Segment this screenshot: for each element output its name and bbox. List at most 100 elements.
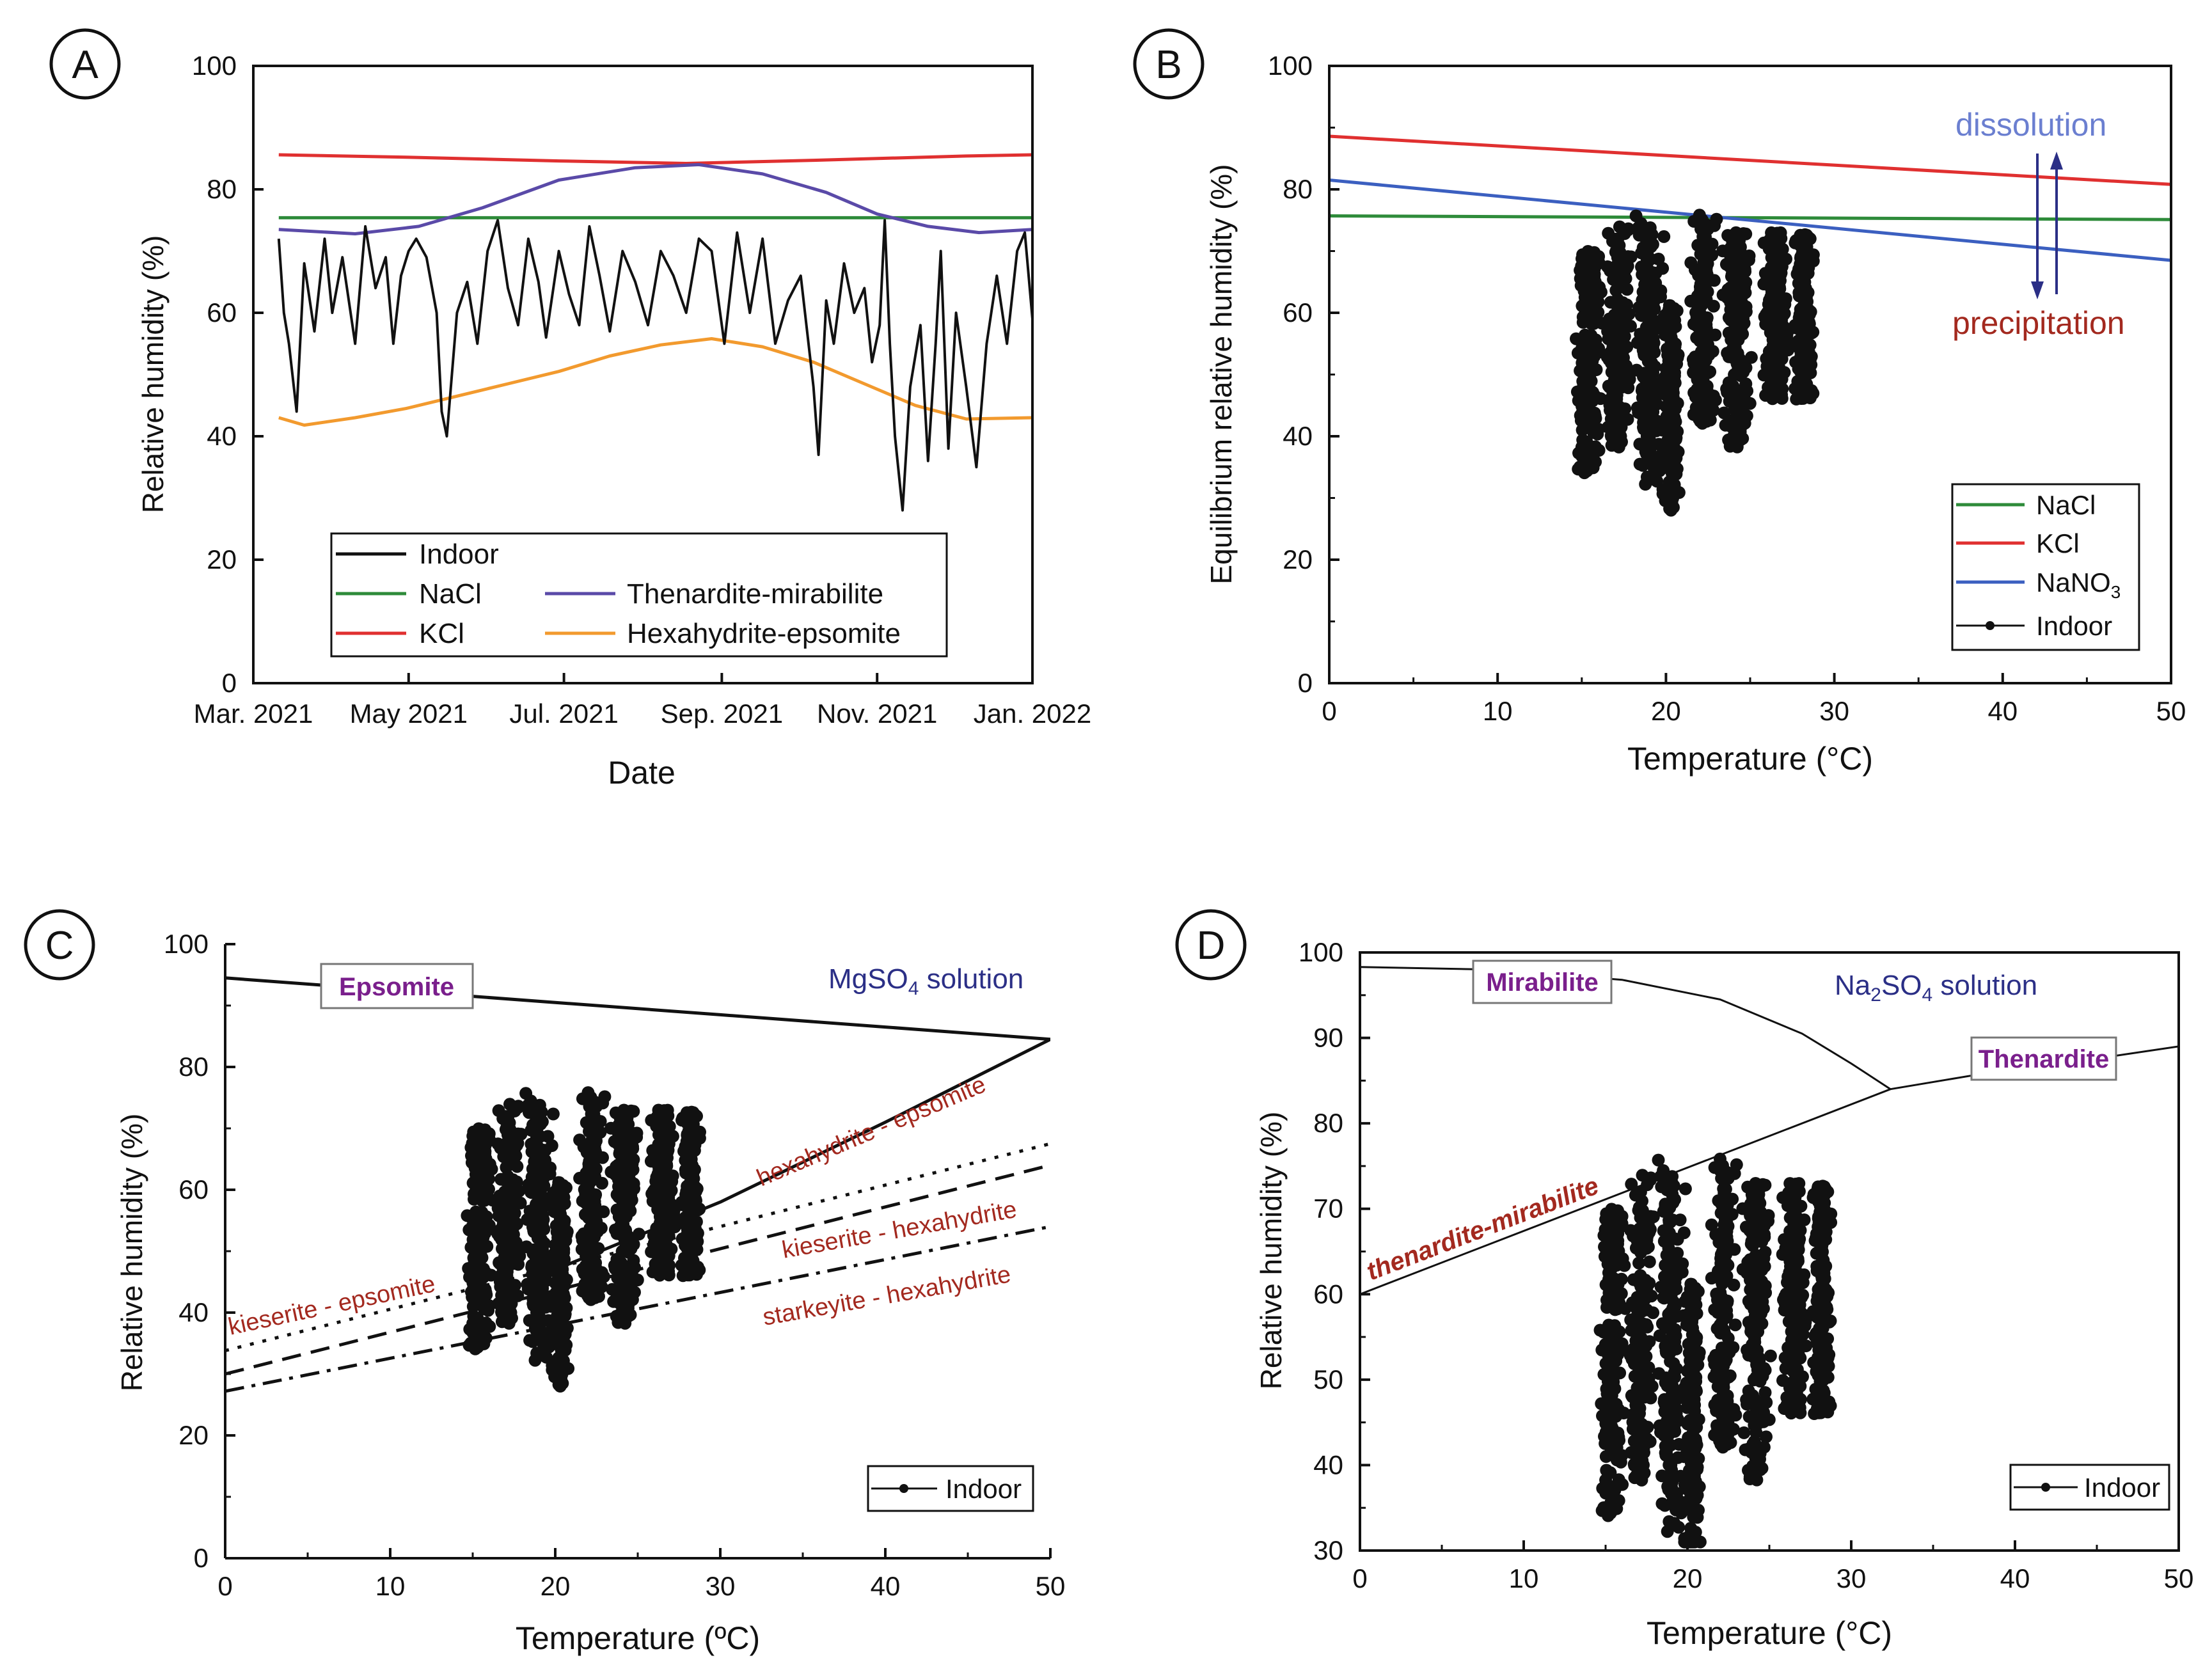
b-annotation-dissolution: dissolution <box>1955 107 2106 143</box>
c-x-tick-label: 30 <box>706 1571 736 1601</box>
panel-label-circle-c <box>24 909 95 981</box>
c-series-indoor <box>461 1086 706 1393</box>
d-region-mirabilite-box <box>1472 959 1613 1004</box>
d-legend-dot-indoor <box>2041 1483 2050 1492</box>
b-legend-indoor: Indoor <box>2036 611 2112 641</box>
a-y-tick-label: 0 <box>222 668 237 698</box>
c-y-tick-label: 100 <box>164 929 209 959</box>
d-y-tick-label: 100 <box>1299 937 1343 967</box>
c-x-tick-label: 0 <box>217 1571 232 1601</box>
b-series <box>1329 134 2171 517</box>
panel-d: D 0 10 20 30 40 50 30 40 50 60 70 80 90 100 Temperatu… <box>1175 909 2193 1651</box>
b-legend-dot-indoor <box>1986 621 1995 630</box>
c-y-tick-label: 60 <box>178 1174 209 1204</box>
b-series-indoor <box>1570 209 1820 517</box>
a-series-indoor <box>277 219 1032 512</box>
d-axis-ticks: 0 10 20 30 40 50 30 40 50 60 70 80 90 100 <box>1299 937 2193 1593</box>
a-series <box>277 153 1032 512</box>
d-region-thenardite-box <box>1970 1036 2117 1081</box>
a-y-axis-label: Relative humidity (%) <box>136 235 170 514</box>
b-legend-kcl: KCl <box>2036 528 2080 558</box>
c-y-axis-label: Relative humidity (%) <box>115 1114 148 1392</box>
d-y-tick-label: 60 <box>1313 1279 1343 1309</box>
a-x-tick-label: Jul. 2021 <box>509 699 618 729</box>
c-y-tick-label: 0 <box>194 1543 209 1573</box>
b-x-tick-label: 40 <box>1987 696 2018 726</box>
panel-label-a: A <box>72 43 99 87</box>
c-y-tick-label: 20 <box>178 1420 209 1450</box>
b-plot-frame <box>1328 65 2172 684</box>
panel-label-b: B <box>1155 43 1181 87</box>
b-legend: NaCl KCl NaNO3 Indoor <box>1951 483 2140 651</box>
b-x-axis-label: Temperature (°C) <box>1627 741 1873 777</box>
a-x-tick-label: Nov. 2021 <box>817 699 937 729</box>
d-region-mirabilite: Mirabilite <box>1486 968 1599 997</box>
c-x-axis-label: Temperature (ºC) <box>516 1620 760 1656</box>
a-x-tick-label: Sep. 2021 <box>661 699 784 729</box>
b-x-tick-label: 30 <box>1819 696 1849 726</box>
b-y-tick-label: 20 <box>1283 544 1313 574</box>
d-y-tick-label: 70 <box>1313 1194 1343 1224</box>
d-y-tick-label: 50 <box>1313 1364 1343 1394</box>
c-curve-label-hexa-epsomite: hexahydrite - epsomite <box>753 1071 990 1192</box>
panel-label-circle-a <box>49 28 121 100</box>
d-region-solution: Na2SO4 solution <box>1835 970 2037 1006</box>
a-series-thenardite-mirabilite <box>278 162 1032 235</box>
d-x-tick-label: 40 <box>2000 1563 2030 1593</box>
a-legend: Indoor NaCl KCl Thenardite-mirabilite He… <box>330 532 948 658</box>
d-series-indoor <box>1593 1152 1838 1549</box>
b-arrows <box>2031 152 2063 299</box>
b-x-tick-label: 10 <box>1483 696 1513 726</box>
b-x-tick-label: 20 <box>1651 696 1681 726</box>
c-y-tick-label: 80 <box>178 1052 209 1082</box>
b-annotation-precipitation: precipitation <box>1952 305 2125 341</box>
d-y-axis-label: Relative humidity (%) <box>1254 1112 1288 1390</box>
panel-c: C 0 10 20 30 40 50 0 20 40 60 80 100 Temperature (º… <box>24 909 1065 1656</box>
c-region-solution: MgSO4 solution <box>828 963 1023 999</box>
c-region-epsomite-box <box>320 963 474 1009</box>
b-y-tick-label: 100 <box>1268 51 1313 81</box>
b-x-tick-label: 50 <box>2156 696 2186 726</box>
a-y-tick-label: 100 <box>192 51 237 81</box>
c-x-tick-label: 50 <box>1036 1571 1066 1601</box>
panel-label-d: D <box>1197 924 1226 968</box>
panel-label-c: C <box>45 924 74 968</box>
a-legend-nacl: NaCl <box>419 578 482 610</box>
b-legend-box <box>1951 483 2140 651</box>
c-series-starkeyite-hexahydrite <box>225 1225 1050 1393</box>
a-legend-then: Thenardite-mirabilite <box>627 578 883 610</box>
c-curve-label-kies-epsomite: kieserite - epsomite <box>226 1270 438 1341</box>
a-legend-hexa: Hexahydrite-epsomite <box>627 618 901 649</box>
b-axis-ticks: 0 10 20 30 40 50 0 20 40 60 80 100 <box>1268 51 2186 726</box>
c-curve-label-kies-hexa: kieserite - hexahydrite <box>780 1196 1018 1264</box>
a-axis-ticks: Mar. 2021 May 2021 Jul. 2021 Sep. 2021 Nov. … <box>192 51 1091 729</box>
d-x-tick-label: 0 <box>1352 1563 1367 1593</box>
d-x-tick-label: 20 <box>1673 1563 1703 1593</box>
panel-label-circle-d <box>1175 909 1247 981</box>
a-y-tick-label: 40 <box>207 421 237 451</box>
b-series-nano3 <box>1329 178 2171 262</box>
d-y-tick-label: 80 <box>1313 1108 1343 1138</box>
c-axis-ticks: 0 10 20 30 40 50 0 20 40 60 80 100 <box>164 929 1065 1601</box>
d-region-thenardite: Thenardite <box>1979 1045 2109 1073</box>
b-arrow-up-head <box>2050 152 2063 170</box>
d-x-tick-label: 50 <box>2164 1563 2194 1593</box>
c-y-tick-label: 40 <box>178 1297 209 1327</box>
c-x-tick-label: 40 <box>871 1571 901 1601</box>
panel-a: A Mar. 2021 May 2021 Jul. 2021 Sep. 2021 Nov… <box>49 28 1091 791</box>
c-series <box>225 976 1050 1393</box>
a-legend-kcl: KCl <box>419 618 464 649</box>
a-y-tick-label: 60 <box>207 297 237 328</box>
b-y-tick-label: 60 <box>1283 297 1313 328</box>
d-curve-label-then-mir: thenardite-mirabilite <box>1363 1172 1602 1286</box>
a-x-tick-label: Mar. 2021 <box>194 699 313 729</box>
a-x-axis-label: Date <box>608 755 675 791</box>
a-x-tick-label: May 2021 <box>350 699 468 729</box>
b-legend-nano3: NaNO3 <box>2036 567 2121 602</box>
b-legend-nacl: NaCl <box>2036 490 2096 520</box>
d-series-thenardite-mirabilite <box>1360 1088 1891 1295</box>
c-curve-label-stark-hexa: starkeyite - hexahydrite <box>761 1261 1013 1331</box>
panel-b: B 0 10 20 30 40 50 0 20 40 60 80 100 Temperature (°… <box>1133 28 2186 777</box>
b-y-axis-label: Equilibrium relative humidity (%) <box>1205 164 1238 585</box>
d-y-tick-label: 30 <box>1313 1535 1343 1565</box>
